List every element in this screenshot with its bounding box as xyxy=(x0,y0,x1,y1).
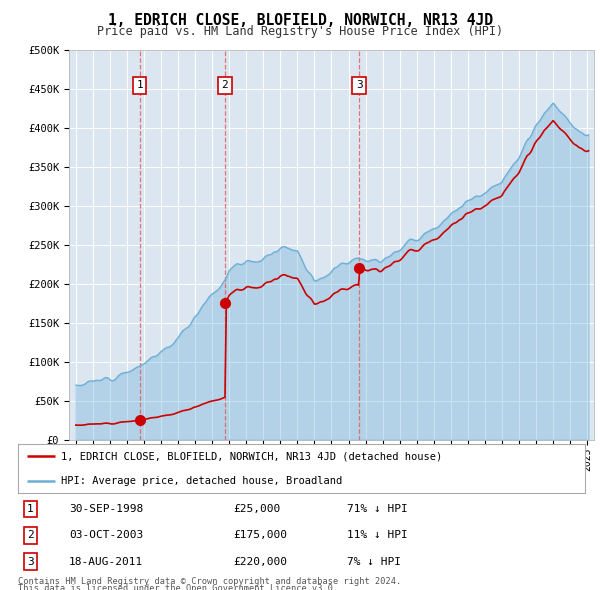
Text: 1: 1 xyxy=(27,504,34,514)
Text: 2: 2 xyxy=(221,80,229,90)
Text: £220,000: £220,000 xyxy=(233,557,287,567)
Text: 1: 1 xyxy=(136,80,143,90)
Text: 1, EDRICH CLOSE, BLOFIELD, NORWICH, NR13 4JD: 1, EDRICH CLOSE, BLOFIELD, NORWICH, NR13… xyxy=(107,13,493,28)
Text: 71% ↓ HPI: 71% ↓ HPI xyxy=(347,504,407,514)
Text: 1, EDRICH CLOSE, BLOFIELD, NORWICH, NR13 4JD (detached house): 1, EDRICH CLOSE, BLOFIELD, NORWICH, NR13… xyxy=(61,451,442,461)
Text: 03-OCT-2003: 03-OCT-2003 xyxy=(69,530,143,540)
Text: 3: 3 xyxy=(356,80,362,90)
Text: Contains HM Land Registry data © Crown copyright and database right 2024.: Contains HM Land Registry data © Crown c… xyxy=(18,577,401,586)
Text: 30-SEP-1998: 30-SEP-1998 xyxy=(69,504,143,514)
Text: £25,000: £25,000 xyxy=(233,504,281,514)
Text: 11% ↓ HPI: 11% ↓ HPI xyxy=(347,530,407,540)
Text: 3: 3 xyxy=(27,557,34,567)
Text: 18-AUG-2011: 18-AUG-2011 xyxy=(69,557,143,567)
Text: 7% ↓ HPI: 7% ↓ HPI xyxy=(347,557,401,567)
Text: Price paid vs. HM Land Registry's House Price Index (HPI): Price paid vs. HM Land Registry's House … xyxy=(97,25,503,38)
Text: £175,000: £175,000 xyxy=(233,530,287,540)
Text: This data is licensed under the Open Government Licence v3.0.: This data is licensed under the Open Gov… xyxy=(18,584,338,590)
Text: 2: 2 xyxy=(27,530,34,540)
Text: HPI: Average price, detached house, Broadland: HPI: Average price, detached house, Broa… xyxy=(61,476,342,486)
